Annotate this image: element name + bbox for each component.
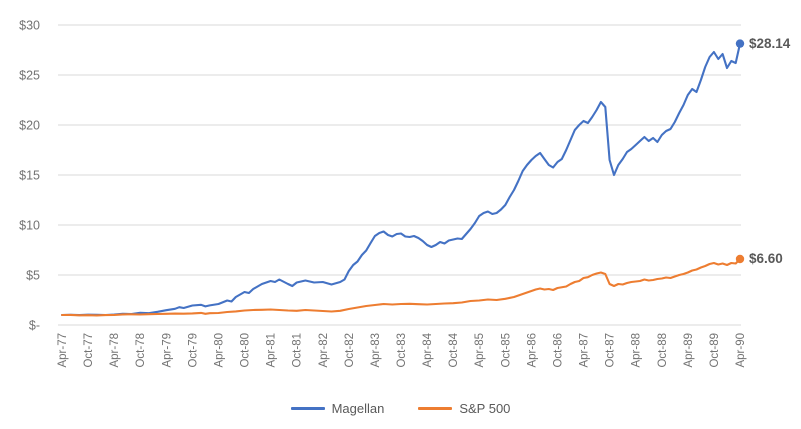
x-tick-label: Apr-87: [579, 333, 591, 368]
x-tick-label: Oct-78: [135, 333, 147, 368]
x-tick-label: Apr-77: [57, 333, 69, 368]
x-tick-label: Apr-89: [683, 333, 695, 368]
chart-legend: Magellan S&P 500: [0, 401, 801, 416]
y-tick-label: $25: [19, 69, 40, 83]
x-tick-label: Apr-80: [213, 333, 225, 368]
x-tick-label: Oct-80: [240, 333, 252, 368]
y-tick-label: $10: [19, 219, 40, 233]
series-end-marker-magellan: [735, 39, 745, 48]
x-tick-label: Oct-87: [605, 333, 617, 368]
y-tick-label: $20: [19, 119, 40, 133]
series-line-sp500: [60, 257, 742, 317]
sp500-end-value-label: $6.60: [749, 251, 783, 266]
x-tick-label: Oct-82: [344, 333, 356, 368]
x-tick-label: Apr-78: [109, 333, 121, 368]
x-tick-label: Apr-82: [318, 333, 330, 368]
sp500-legend-line-icon: [418, 407, 453, 410]
series-line-magellan: [60, 42, 742, 317]
y-tick-label: $30: [19, 19, 40, 33]
x-tick-label: Oct-84: [448, 332, 460, 367]
legend-item-sp500: S&P 500: [418, 401, 510, 416]
x-tick-label: Apr-79: [161, 333, 173, 368]
series-end-marker-sp500: [735, 254, 745, 264]
x-tick-label: Apr-81: [266, 333, 278, 368]
x-tick-label: Oct-85: [500, 333, 512, 368]
x-tick-label: Oct-79: [187, 333, 199, 368]
x-tick-label: Oct-83: [396, 333, 408, 368]
y-tick-label: $-: [29, 319, 40, 333]
x-tick-label: Oct-89: [709, 333, 721, 368]
magellan-legend-label: Magellan: [331, 401, 385, 416]
x-tick-label: Apr-83: [370, 333, 382, 368]
x-tick-label: Apr-90: [735, 333, 747, 368]
x-tick-label: Apr-84: [422, 332, 434, 367]
y-tick-label: $15: [19, 169, 40, 183]
x-tick-label: Oct-88: [657, 333, 669, 368]
y-tick-label: $5: [26, 269, 40, 283]
magellan-legend-line-icon: [290, 407, 325, 410]
x-tick-label: Apr-85: [474, 333, 486, 368]
x-tick-label: Apr-88: [631, 333, 643, 368]
sp500-legend-label: S&P 500: [459, 401, 511, 416]
x-tick-label: Oct-77: [83, 333, 95, 368]
magellan-end-value-label: $28.14: [749, 35, 791, 51]
x-tick-label: Apr-86: [526, 333, 538, 368]
legend-item-magellan: Magellan: [290, 401, 385, 416]
x-tick-label: Oct-81: [292, 333, 304, 368]
x-tick-label: Oct-86: [552, 333, 564, 368]
